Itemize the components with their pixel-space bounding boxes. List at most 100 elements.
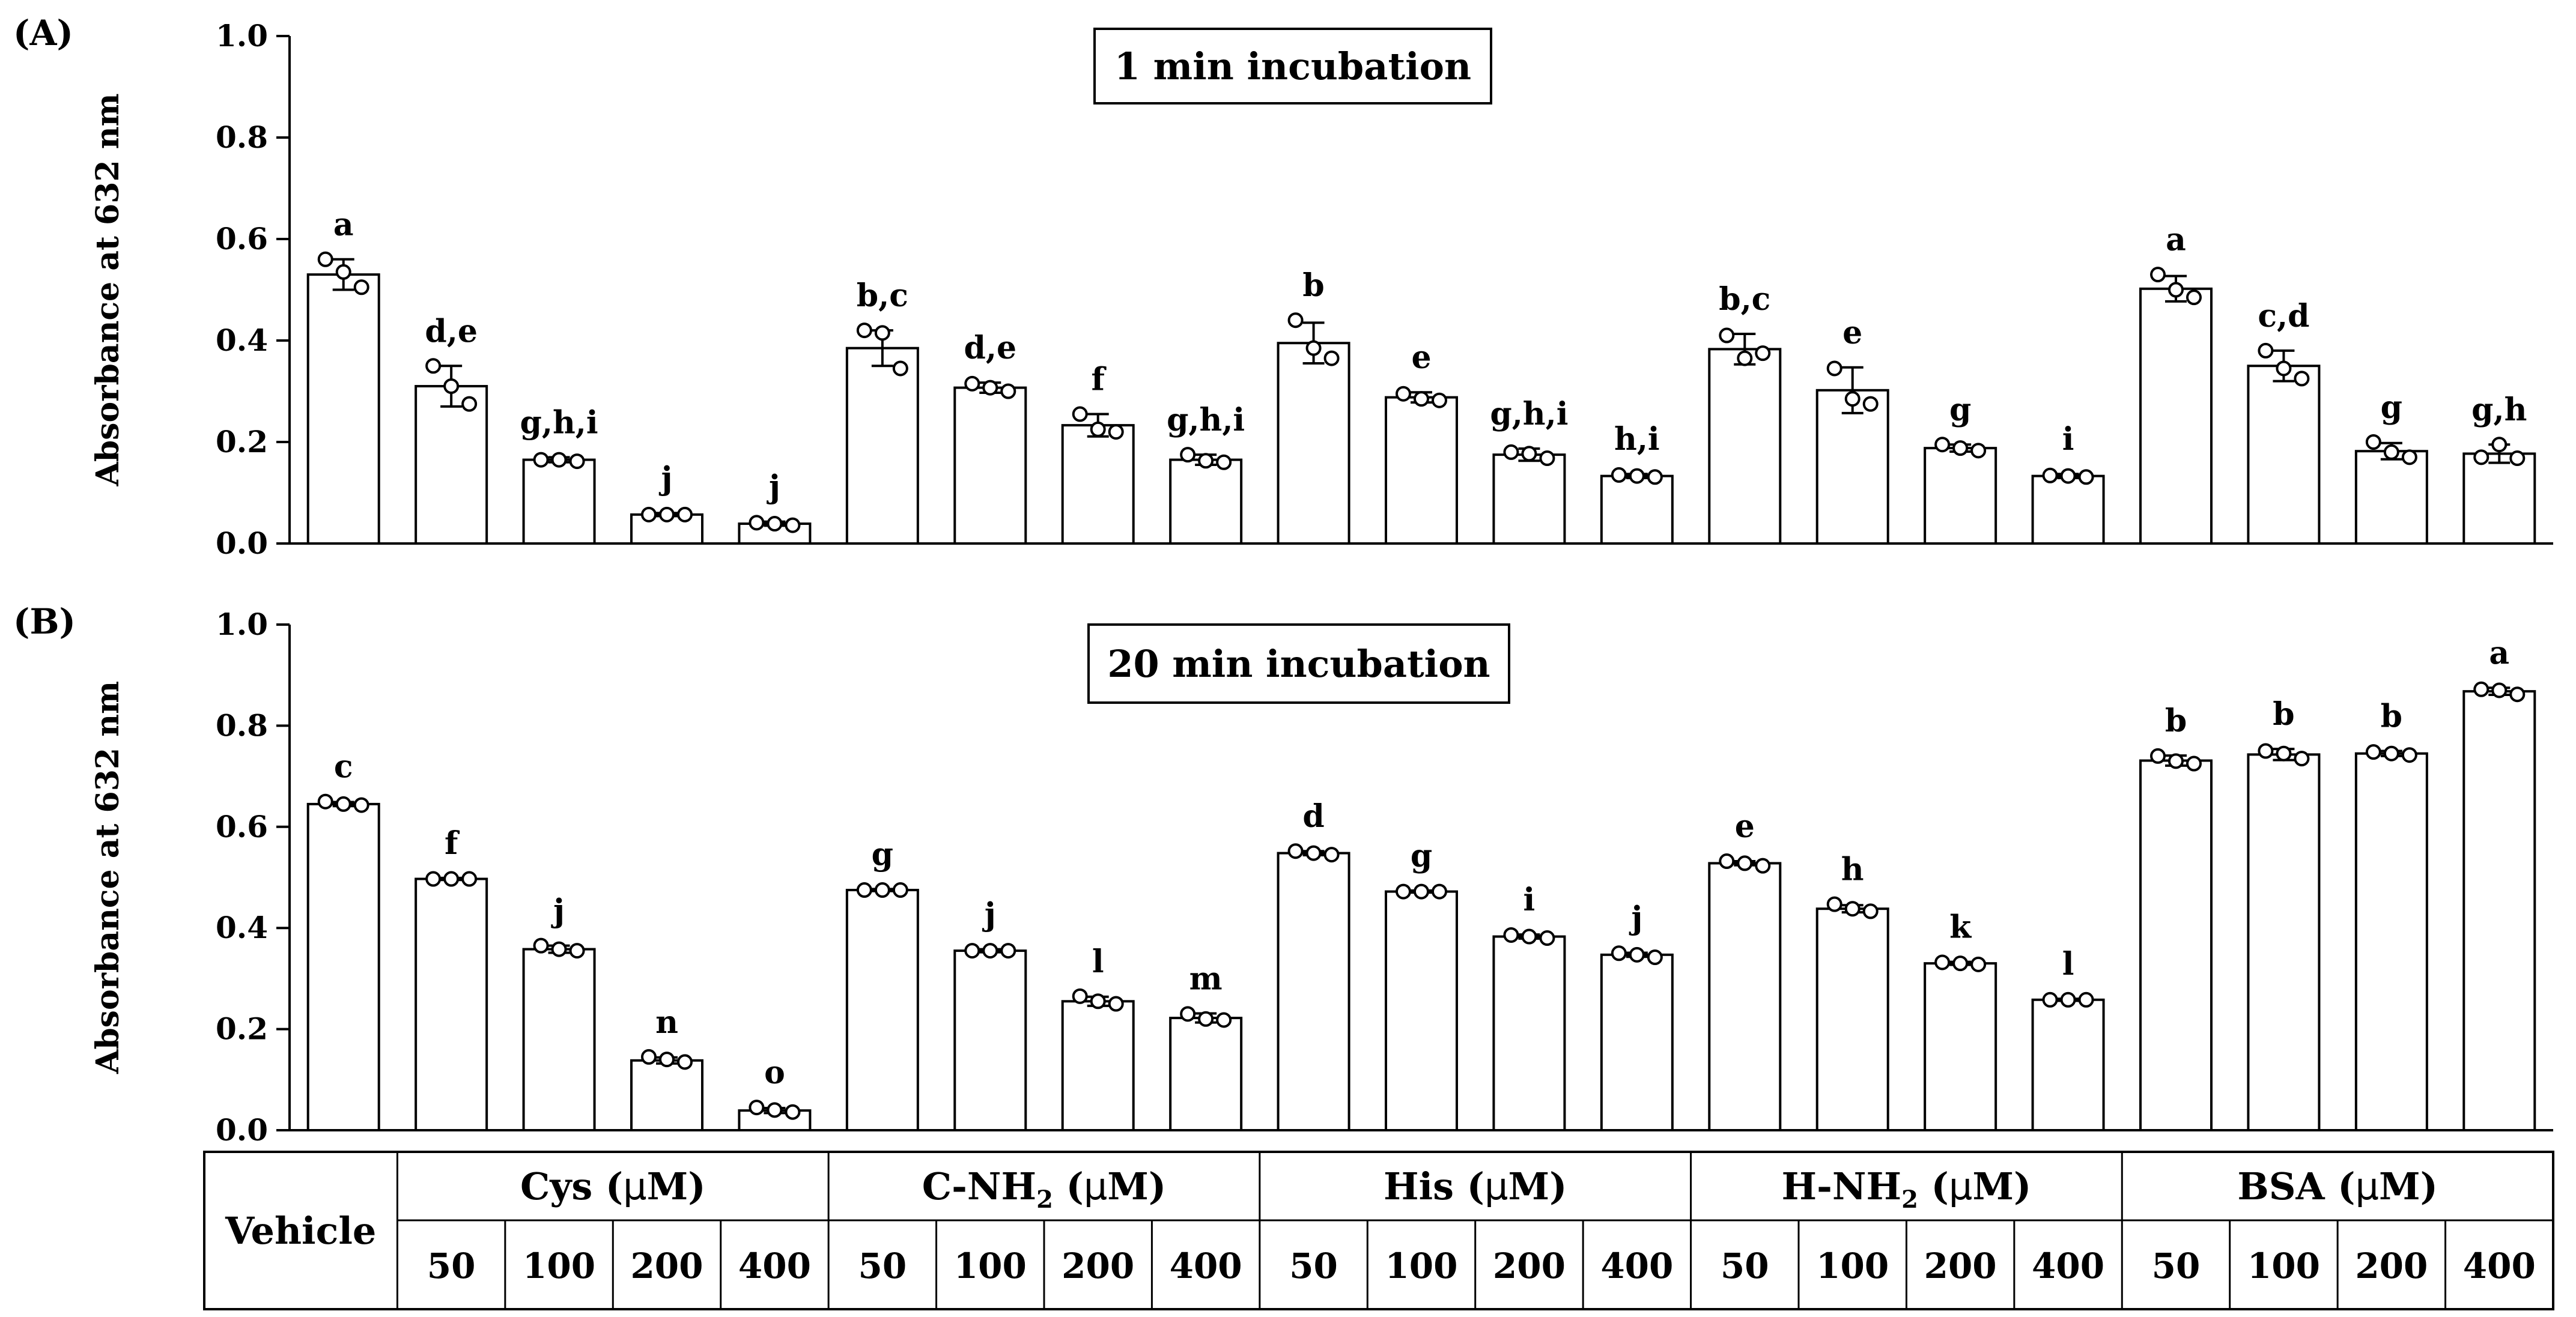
significance-label: g — [872, 836, 893, 873]
data-point — [1180, 447, 1196, 463]
significance-label: c,d — [2258, 298, 2309, 335]
significance-label: b,c — [857, 277, 908, 314]
chart-title: 1 min incubation — [1114, 44, 1471, 88]
bar-his-100 — [1385, 396, 1458, 545]
data-point — [677, 1054, 693, 1070]
data-point — [2042, 467, 2058, 483]
concentration-label: 200 — [1493, 1246, 1566, 1286]
data-point — [569, 943, 585, 959]
data-point — [659, 1052, 675, 1068]
data-point — [443, 378, 460, 395]
y-tick-label: 0.2 — [216, 424, 268, 459]
concentration-label: 100 — [523, 1246, 595, 1286]
data-point — [874, 325, 890, 341]
data-point — [1432, 392, 1447, 408]
significance-label: o — [764, 1055, 785, 1091]
significance-label: j — [767, 469, 780, 506]
data-point — [677, 506, 693, 522]
data-point — [1826, 896, 1842, 912]
data-point — [2186, 289, 2202, 306]
group-label: His (μM) — [1384, 1164, 1567, 1208]
y-tick-label: 0.4 — [216, 910, 268, 945]
bar-vehicle — [306, 273, 380, 545]
data-point — [2365, 434, 2381, 450]
y-tick-label: 0.2 — [216, 1011, 268, 1047]
significance-label: g — [1411, 838, 1432, 874]
significance-label: e — [1842, 315, 1862, 351]
data-point — [2509, 686, 2526, 703]
data-point — [1216, 454, 1232, 470]
data-point — [443, 871, 460, 887]
bar-cys-200 — [630, 1059, 703, 1131]
data-point — [353, 797, 369, 813]
bar-h-nh2-100 — [1815, 907, 1889, 1131]
data-point — [2258, 342, 2274, 359]
y-tick-label: 1.0 — [216, 607, 268, 642]
significance-label: g — [2381, 389, 2402, 426]
data-point — [1647, 949, 1663, 966]
data-point — [2060, 992, 2076, 1008]
data-point — [892, 360, 908, 377]
concentration-label: 50 — [1721, 1246, 1769, 1286]
concentration-label: 100 — [2247, 1246, 2320, 1286]
data-point — [2078, 469, 2094, 485]
group-label: H-NH2 (μM) — [1782, 1164, 2032, 1214]
significance-label: b — [1302, 267, 1324, 304]
data-point — [964, 943, 980, 959]
data-point — [1629, 946, 1645, 963]
data-point — [982, 943, 998, 959]
data-point — [2401, 449, 2417, 465]
data-point — [1198, 453, 1214, 469]
significance-label: b,c — [1719, 281, 1770, 318]
significance-label: k — [1949, 909, 1972, 946]
data-point — [1934, 954, 1951, 970]
data-point — [1862, 903, 1879, 919]
data-point — [1737, 855, 1753, 871]
bar-cys-100 — [522, 458, 596, 545]
data-point — [1611, 945, 1627, 961]
concentration-label: 200 — [1924, 1246, 1997, 1286]
significance-label: i — [1523, 882, 1536, 918]
bar-c-nh2-100 — [953, 949, 1027, 1131]
bar-bsa-50 — [2139, 759, 2213, 1132]
significance-label: d,e — [425, 313, 478, 350]
data-point — [1503, 444, 1519, 460]
concentration-label: 50 — [1289, 1246, 1338, 1286]
data-point — [1503, 927, 1519, 943]
bar-his-400 — [1600, 474, 1674, 545]
significance-label: b — [2165, 703, 2187, 739]
data-point — [659, 506, 675, 522]
bar-his-200 — [1492, 453, 1566, 545]
bar-his-200 — [1492, 935, 1566, 1132]
concentration-label: 400 — [2032, 1246, 2104, 1286]
data-point — [1862, 396, 1879, 412]
significance-label: a — [2489, 635, 2509, 671]
significance-label: g,h,i — [520, 404, 598, 441]
title-box — [1093, 28, 1492, 104]
data-point — [1952, 440, 1969, 456]
bar-cys-100 — [522, 948, 596, 1131]
bar-c-nh2-50 — [845, 347, 919, 545]
significance-label: j — [551, 893, 565, 930]
significance-label: g — [1949, 392, 1971, 428]
data-point — [461, 871, 478, 887]
bar-bsa-100 — [2247, 753, 2321, 1132]
bar-c-nh2-400 — [1169, 1017, 1243, 1132]
concentration-label: 100 — [1816, 1246, 1889, 1286]
data-point — [533, 937, 549, 954]
data-point — [1432, 883, 1447, 900]
bar-h-nh2-200 — [1924, 962, 1997, 1131]
significance-label: f — [445, 825, 460, 862]
data-point — [1287, 312, 1304, 328]
data-point — [1647, 469, 1663, 485]
data-point — [1090, 421, 1106, 437]
data-point — [964, 375, 980, 392]
bar-bsa-200 — [2354, 752, 2428, 1131]
bar-h-nh2-50 — [1708, 862, 1782, 1131]
significance-label: e — [1735, 808, 1755, 845]
vehicle-label: Vehicle — [225, 1209, 376, 1253]
chart-panel-a: (A) 0.0 0.2 0.4 0.6 0.8 1.0 Absorbance at 632 n… — [13, 13, 2553, 561]
data-point — [1396, 386, 1411, 402]
concentration-label: 400 — [1600, 1246, 1673, 1286]
data-point — [551, 941, 567, 957]
